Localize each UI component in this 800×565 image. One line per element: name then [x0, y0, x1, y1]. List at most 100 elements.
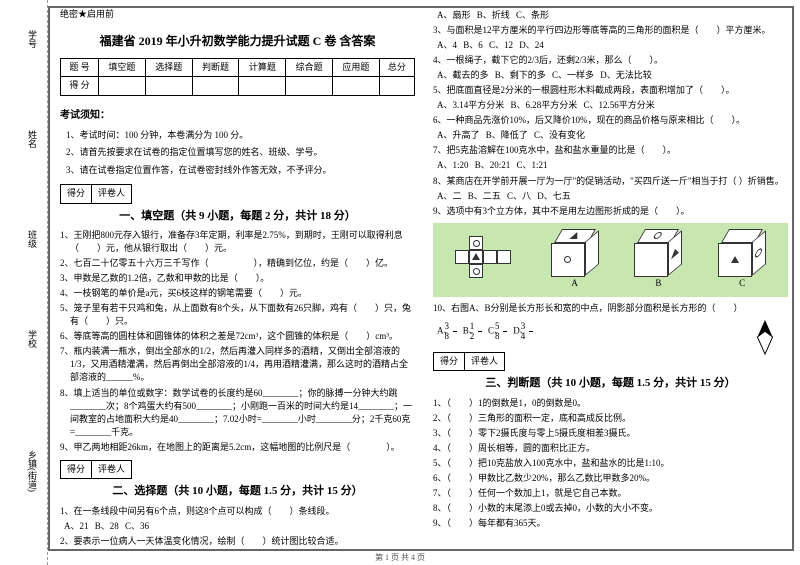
q3-1: 1、（ ）1的倒数是1，0的倒数是0。: [443, 397, 788, 410]
opt-d: D、34: [523, 322, 533, 341]
scorer-box: 得分 评卷人: [60, 184, 132, 204]
q2-7-opts: A、1:20 B、20:21 C、1:21: [443, 159, 788, 172]
q2-8: 8、某商店在开学前开展一厅为一厅"的促销活动，"买四斤送一斤"相当于打（ ）折销…: [443, 175, 788, 188]
binding-label-5: 乡镇(街道): [26, 450, 39, 492]
q2-1: 1、在一条线段中间另有6个点，则这8个点可以构成（ ）条线段。: [70, 505, 415, 518]
opt: C、12.56平方分米: [594, 99, 655, 112]
q1-6: 6、等底等高的圆柱体和圆锥体的体积之差是72cm³，这个圆锥的体积是（ ）cm³…: [70, 330, 415, 343]
q3-2: 2、（ ）三角形的面积一定，底和高成反比例。: [443, 412, 788, 425]
q1-7: 7、瓶内装满一瓶水，倒出全部水的1/2，然后再灌入同样多的酒精，又倒出全部溶液的…: [70, 345, 415, 384]
opt: B、剩下的多: [505, 69, 546, 82]
cube-figure: A B C: [433, 223, 788, 297]
opt: A、扇形: [447, 9, 471, 22]
score-cell: [99, 77, 146, 96]
score-head: 应用题: [333, 58, 380, 77]
cube-net: [455, 236, 515, 284]
opt: A、1:20: [447, 159, 469, 172]
section-2-title: 二、选择题（共 10 小题，每题 1.5 分，共计 15 分）: [60, 483, 415, 500]
opt: C、一样多: [562, 69, 594, 82]
q2-2: 2、要表示一位病人一天体温变化情况，绘制（ ）统计图比较合适。: [70, 535, 415, 548]
secret-mark: 绝密★启用前: [60, 8, 415, 22]
scorer-label: 得分: [61, 461, 92, 479]
section-2-head: 得分 评卷人: [60, 460, 415, 480]
q1-9: 9、甲乙两地相距26km，在地图上的距离是5.2cm，这幅地图的比例尺是（ ）。: [70, 441, 415, 454]
q2-8-opts: A、二 B、二五 C、八 D、七五: [443, 190, 788, 203]
q3-4: 4、（ ）周长相等，圆的面积比正方。: [443, 442, 788, 455]
opt: B、6.28平方分米: [521, 99, 578, 112]
cube-label-a: A: [571, 277, 578, 291]
q2-4-opts: A、截去的多 B、剩下的多 C、一样多 D、无法比较: [443, 69, 788, 82]
score-head: 判断题: [192, 58, 239, 77]
notice-title: 考试须知：: [60, 108, 415, 123]
score-cell: [286, 77, 333, 96]
q2-10: 10、右图A、B分别是长方形长和宽的中点，阴影部分面积是长方形的（ ）: [443, 302, 788, 315]
exam-title: 福建省 2019 年小升初数学能力提升试题 C 卷 含答案: [60, 32, 415, 50]
q1-3: 3、甲数是乙数的1.2倍，乙数和甲数的比是（ ）。: [70, 272, 415, 285]
opt: C、没有变化: [544, 129, 585, 142]
q3-6: 6、（ ）甲数比乙数少20%，那么乙数比甲数多20%。: [443, 472, 788, 485]
q2-6-opts: A、升高了 B、降低了 C、没有变化: [443, 129, 788, 142]
opt-a: A、38: [447, 322, 457, 341]
opt: D、无法比较: [610, 69, 652, 82]
opt: B、28: [105, 520, 119, 533]
cube-b: B: [634, 229, 682, 291]
scorer-label: 得分: [434, 353, 465, 371]
opt: A、二: [447, 190, 462, 203]
table-row: 题 号 填空题 选择题 判断题 计算题 综合题 应用题 总分: [61, 58, 415, 77]
score-cell: [379, 77, 414, 96]
opt: D、七五: [547, 190, 571, 203]
opt: D、24: [529, 39, 544, 52]
scorer-label: 得分: [61, 185, 92, 203]
notice-item: 3、请在试卷指定位置作答，在试卷密封线外作答无效，不予评分。: [66, 164, 415, 178]
opt: B、降低了: [496, 129, 528, 142]
section-1-head: 得分 评卷人: [60, 184, 415, 204]
left-column: 绝密★启用前 福建省 2019 年小升初数学能力提升试题 C 卷 含答案 题 号…: [60, 8, 415, 561]
opt: B、6: [473, 39, 483, 52]
q2-9: 9、选项中有3个立方体，其中不是用左边图形折成的是（ ）。: [443, 205, 788, 218]
q2-5: 5、把底面直径是2分米的一根圆柱形木料截成两段，表面积增加了（ ）。: [443, 84, 788, 97]
q1-2: 2、七百二十亿零五十六万三千写作（ ），精确到亿位，约是（ ）亿。: [70, 257, 415, 270]
q2-4: 4、一根绳子，截下它的2/3后，还剩2/3米，那么（ ）。: [443, 54, 788, 67]
binding-label-4: 学校: [26, 330, 39, 348]
scorer-box: 得分 评卷人: [60, 460, 132, 480]
page-root: 学号 姓名 班级 学校 乡镇(街道) 绝密★启用前 福建省 2019 年小升初数…: [0, 0, 800, 565]
q2-1-opts: A、21 B、28 C、36: [70, 520, 415, 533]
opt: C、36: [135, 520, 149, 533]
section-3-head: 得分 评卷人: [433, 352, 788, 372]
score-cell: [192, 77, 239, 96]
q3-3: 3、（ ）零下2摄氏度与零上5摄氏度相差3摄氏。: [443, 427, 788, 440]
opt: C、八: [517, 190, 531, 203]
scorer-box: 得分 评卷人: [433, 352, 505, 372]
score-cell: [333, 77, 380, 96]
opt-c: C、58: [498, 322, 507, 341]
opt: B、20:21: [485, 159, 511, 172]
compass-icon: [746, 318, 784, 356]
q3-7: 7、（ ）任何一个数加上1，就是它自己本数。: [443, 487, 788, 500]
q2-6: 6、一种商品先涨价10%，后又降价10%，现在的商品价格与原来相比（ ）。: [443, 114, 788, 127]
q1-5: 5、笼子里有若干只鸡和兔，从上面数有8个头，从下面数有26只脚，鸡有（ ）只，兔…: [70, 302, 415, 328]
binding-label-2: 姓名: [26, 130, 39, 148]
cube-label-c: C: [739, 277, 745, 291]
score-head: 总分: [379, 58, 414, 77]
table-row: 得 分: [61, 77, 415, 96]
q1-4: 4、一枝钢笔的单价是a元，买6枝这样的钢笔需要（ ）元。: [70, 287, 415, 300]
score-head: 综合题: [286, 58, 333, 77]
q2-2-opts: A、扇形 B、折线 C、条形: [443, 9, 788, 22]
opt: A、3.14平方分米: [447, 99, 504, 112]
q3-8: 8、（ ）小数的末尾添上0或去掉0，小数的大小不变。: [443, 502, 788, 515]
opt: A、截去的多: [447, 69, 489, 82]
scorer-label: 评卷人: [465, 353, 504, 371]
section-1-title: 一、填空题（共 9 小题，每题 2 分，共计 18 分）: [60, 208, 415, 225]
right-column: A、扇形 B、折线 C、条形 3、与面积是12平方厘米的平行四边形等底等高的三角…: [433, 8, 788, 561]
q2-3-opts: A、4 B、6 C、12 D、24: [443, 39, 788, 52]
opt: B、二五: [478, 190, 501, 203]
cube-a: A: [551, 229, 599, 291]
q2-5-opts: A、3.14平方分米 B、6.28平方分米 C、12.56平方分米: [443, 99, 788, 112]
content-area: 绝密★启用前 福建省 2019 年小升初数学能力提升试题 C 卷 含答案 题 号…: [48, 0, 800, 565]
q3-5: 5、（ ）把10克盐放入100克水中，盐和盐水的比是1:10。: [443, 457, 788, 470]
opt: C、条形: [526, 9, 549, 22]
opt: C、1:21: [527, 159, 548, 172]
section-3-title: 三、判断题（共 10 小题，每题 1.5 分，共计 15 分）: [433, 375, 788, 392]
opt: A、4: [447, 39, 457, 52]
notice-item: 2、请首先按要求在试卷的指定位置填写您的姓名、班级、学号。: [66, 146, 415, 160]
